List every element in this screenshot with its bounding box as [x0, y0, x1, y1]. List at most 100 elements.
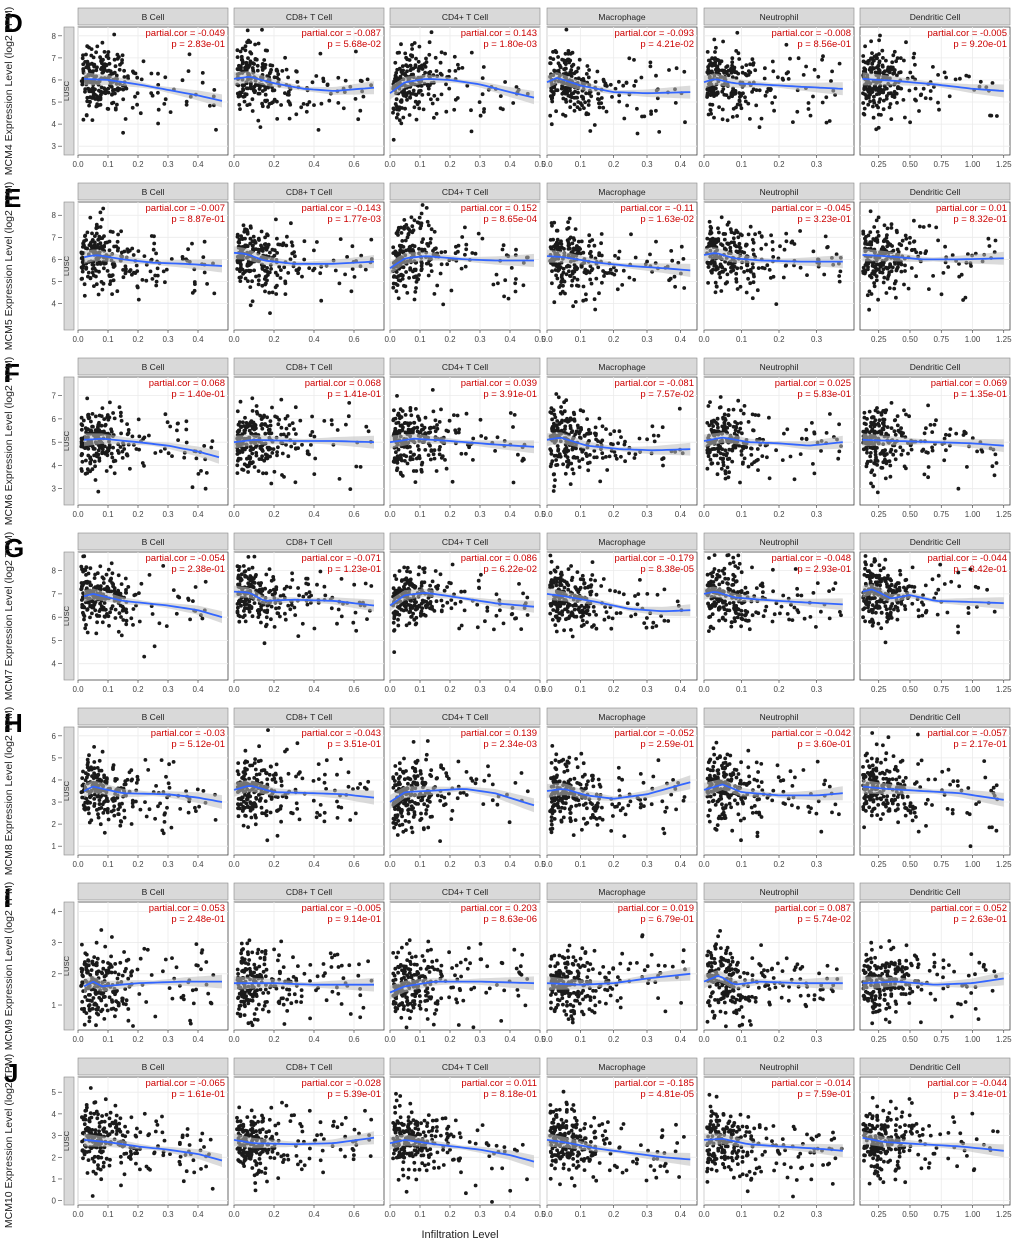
data-point: [238, 68, 243, 72]
data-point: [880, 48, 885, 53]
x-tick-label: 0.0: [72, 335, 84, 344]
data-point: [118, 414, 123, 418]
data-point: [762, 76, 767, 81]
data-point: [275, 450, 279, 454]
data-point: [706, 404, 711, 408]
data-point: [391, 245, 396, 250]
data-point: [464, 242, 469, 247]
data-point: [635, 106, 639, 111]
data-point: [246, 470, 251, 474]
data-point: [566, 220, 570, 225]
data-point: [721, 463, 726, 468]
data-point: [300, 274, 304, 279]
data-point: [405, 64, 410, 69]
x-tick-label: 0.75: [933, 335, 949, 344]
data-point: [551, 91, 556, 96]
data-point: [103, 87, 107, 92]
x-tick-label: 0.4: [675, 510, 687, 519]
data-point: [429, 97, 433, 102]
data-point: [956, 486, 961, 491]
data-point: [283, 281, 288, 286]
data-point: [569, 461, 574, 466]
y-tick-label: 8: [52, 211, 57, 220]
y-tick-label: 7: [52, 590, 57, 599]
x-tick-label: 0.2: [268, 160, 280, 169]
x-tick-label: 0.25: [871, 335, 887, 344]
p-value-label: p = 5.83e-01: [797, 389, 851, 400]
data-point: [405, 98, 409, 102]
data-point: [895, 423, 900, 428]
data-point: [260, 245, 264, 250]
data-point: [782, 247, 787, 252]
data-point: [785, 427, 790, 432]
data-point: [888, 102, 893, 106]
data-point: [257, 87, 262, 91]
data-point: [184, 102, 189, 107]
data-point: [885, 226, 890, 231]
data-point: [416, 414, 420, 419]
data-point: [889, 117, 894, 121]
data-point: [402, 283, 406, 288]
data-point: [270, 290, 275, 295]
data-point: [748, 267, 753, 272]
y-tick-label: 6: [52, 613, 57, 622]
data-point: [548, 61, 552, 66]
data-point: [707, 261, 711, 265]
data-point: [772, 108, 776, 113]
data-point: [90, 88, 95, 92]
data-point: [99, 92, 103, 97]
data-point: [937, 107, 941, 112]
data-point: [176, 421, 180, 426]
data-point: [801, 73, 806, 77]
data-point: [275, 236, 279, 241]
data-point: [581, 409, 586, 414]
data-point: [110, 101, 114, 106]
data-point: [995, 114, 999, 118]
data-point: [399, 99, 404, 103]
data-point: [733, 70, 737, 75]
data-point: [404, 270, 408, 274]
x-tick-label: 0.4: [675, 160, 687, 169]
data-point: [560, 273, 564, 277]
data-point: [154, 279, 159, 284]
data-point: [435, 97, 440, 102]
data-point: [830, 69, 834, 74]
data-point: [708, 224, 713, 229]
data-point: [729, 230, 734, 235]
data-point: [954, 431, 959, 436]
data-point: [243, 236, 247, 241]
x-tick-label: 0.75: [933, 160, 949, 169]
data-point: [115, 102, 119, 107]
data-point: [667, 68, 671, 72]
data-point: [305, 102, 310, 107]
data-point: [243, 415, 247, 420]
data-point: [252, 239, 257, 243]
data-point: [285, 414, 290, 418]
data-point: [902, 408, 906, 413]
data-point: [564, 66, 568, 71]
data-point: [118, 87, 122, 91]
data-point: [771, 255, 776, 259]
data-point: [202, 270, 207, 275]
partial-cor-label: partial.cor = 0.152: [461, 203, 537, 214]
data-point: [92, 459, 97, 464]
data-point: [190, 485, 195, 490]
data-point: [124, 86, 129, 91]
data-point: [239, 90, 244, 95]
data-point: [875, 240, 880, 244]
data-point: [762, 266, 767, 271]
data-point: [393, 60, 398, 65]
data-point: [821, 54, 825, 59]
x-tick-label: 0.3: [162, 335, 174, 344]
data-point: [425, 219, 430, 224]
data-point: [202, 444, 207, 448]
data-point: [617, 99, 622, 104]
row-strip-label: LUSC: [62, 80, 71, 101]
data-point: [86, 66, 91, 71]
data-point: [417, 221, 422, 225]
data-point: [506, 296, 511, 301]
data-point: [594, 276, 599, 281]
data-point: [715, 472, 720, 477]
x-tick-label: 0.1: [575, 335, 587, 344]
